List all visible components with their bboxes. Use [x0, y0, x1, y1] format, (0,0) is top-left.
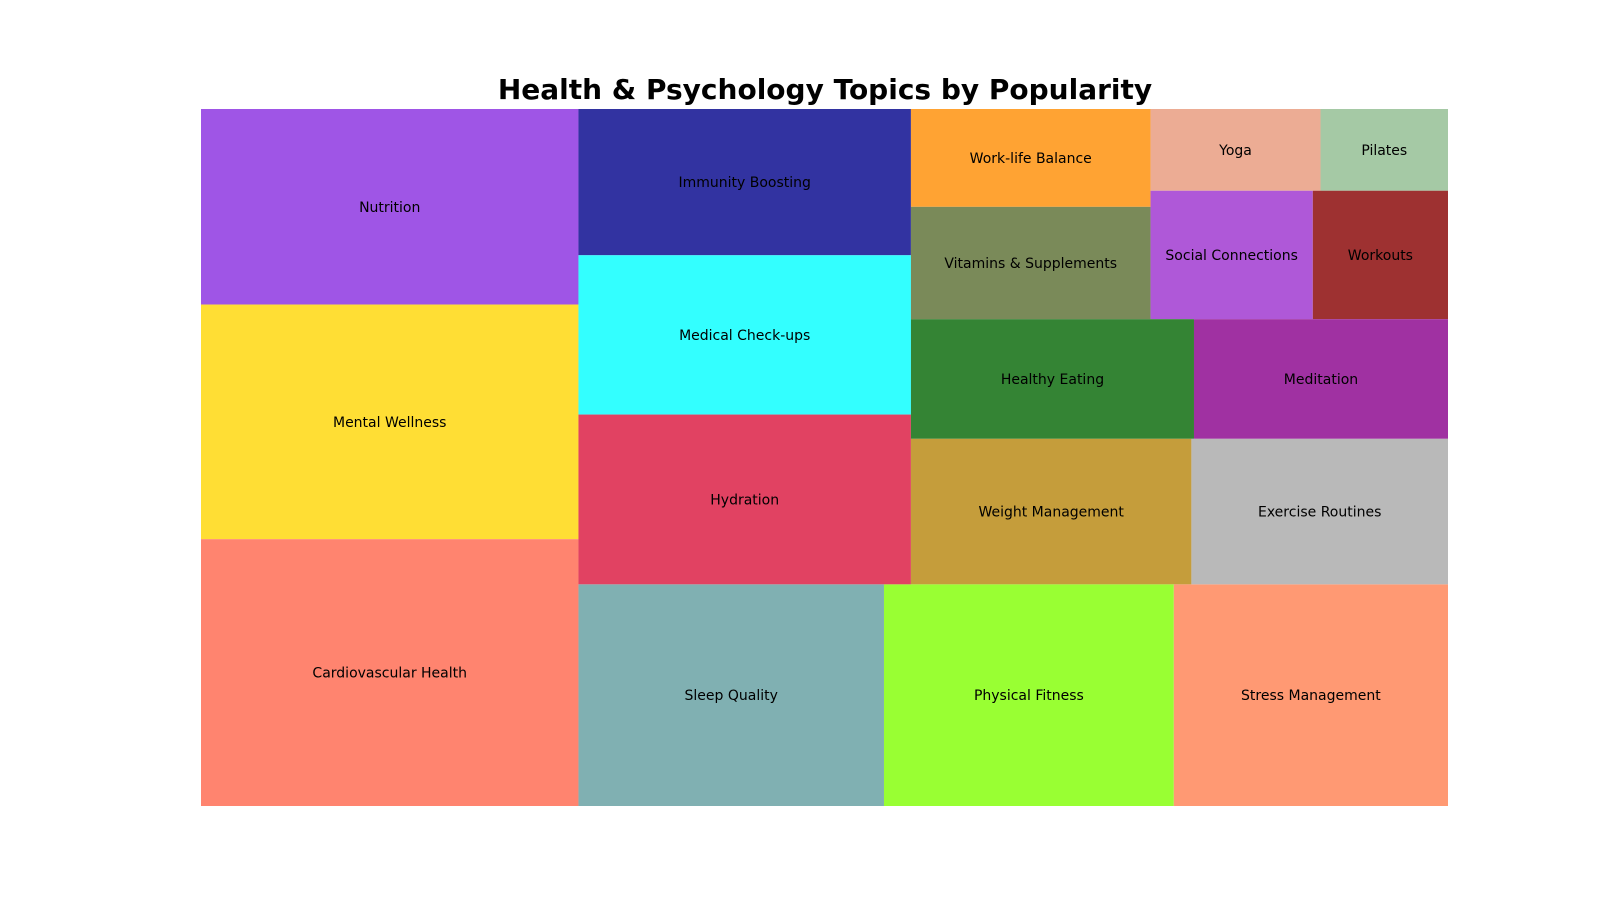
chart-title: Health & Psychology Topics by Popularity: [497, 73, 1153, 106]
tile-rect-exercise-routines: [1191, 438, 1448, 585]
tile-rect-immunity-boosting: [578, 109, 911, 256]
tile-label-social-connections: Social Connections: [1165, 248, 1297, 264]
tile-yoga: Yoga: [1150, 109, 1321, 191]
tile-label-meditation: Meditation: [1284, 372, 1358, 388]
tile-rect-healthy-eating: [910, 319, 1194, 439]
tile-medical-check-ups: Medical Check-ups: [578, 255, 911, 415]
tile-label-physical-fitness: Physical Fitness: [974, 688, 1084, 704]
tile-rect-hydration: [578, 414, 911, 585]
tile-rect-mental-wellness: [201, 304, 579, 540]
tile-rect-sleep-quality: [578, 584, 884, 806]
tile-rect-cardiovascular-health: [201, 539, 579, 806]
tile-rect-medical-check-ups: [578, 255, 911, 415]
tile-rect-work-life-balance: [910, 109, 1151, 207]
tile-nutrition: Nutrition: [201, 109, 579, 305]
tile-workouts: Workouts: [1312, 190, 1448, 320]
tile-cardiovascular-health: Cardiovascular Health: [201, 539, 579, 806]
tile-label-nutrition: Nutrition: [359, 200, 420, 216]
tile-label-pilates: Pilates: [1361, 143, 1407, 159]
tile-label-yoga: Yoga: [1218, 143, 1252, 159]
tile-physical-fitness: Physical Fitness: [883, 584, 1174, 806]
tile-rect-nutrition: [201, 109, 579, 305]
tile-label-vitamins-and-supplements: Vitamins & Supplements: [944, 256, 1117, 272]
tile-mental-wellness: Mental Wellness: [201, 304, 579, 540]
tile-label-cardiovascular-health: Cardiovascular Health: [312, 666, 467, 682]
tile-label-sleep-quality: Sleep Quality: [685, 688, 778, 704]
tile-rect-yoga: [1150, 109, 1321, 191]
tile-stress-management: Stress Management: [1173, 584, 1448, 806]
tile-label-workouts: Workouts: [1348, 248, 1413, 264]
tile-rect-workouts: [1312, 190, 1448, 320]
tile-pilates: Pilates: [1320, 109, 1448, 191]
tile-rect-weight-management: [910, 438, 1192, 585]
tile-label-medical-check-ups: Medical Check-ups: [679, 328, 810, 344]
tile-rect-stress-management: [1173, 584, 1448, 806]
tile-label-exercise-routines: Exercise Routines: [1258, 505, 1381, 521]
tile-rect-social-connections: [1150, 190, 1313, 320]
tile-rect-vitamins-and-supplements: [910, 206, 1151, 320]
tile-healthy-eating: Healthy Eating: [910, 319, 1194, 439]
tile-label-stress-management: Stress Management: [1241, 688, 1381, 704]
tile-hydration: Hydration: [578, 414, 911, 585]
tile-rect-pilates: [1320, 109, 1448, 191]
tile-work-life-balance: Work-life Balance: [910, 109, 1151, 207]
tile-label-hydration: Hydration: [710, 492, 779, 508]
tile-rect-meditation: [1193, 319, 1448, 439]
tile-label-healthy-eating: Healthy Eating: [1001, 372, 1104, 388]
tile-immunity-boosting: Immunity Boosting: [578, 109, 911, 256]
tile-weight-management: Weight Management: [910, 438, 1192, 585]
tile-label-work-life-balance: Work-life Balance: [970, 151, 1092, 167]
tile-meditation: Meditation: [1193, 319, 1448, 439]
tile-label-weight-management: Weight Management: [978, 505, 1124, 521]
tile-label-immunity-boosting: Immunity Boosting: [678, 175, 810, 191]
tile-label-mental-wellness: Mental Wellness: [333, 415, 446, 431]
tile-social-connections: Social Connections: [1150, 190, 1313, 320]
tile-sleep-quality: Sleep Quality: [578, 584, 884, 806]
tile-rect-physical-fitness: [883, 584, 1174, 806]
tile-exercise-routines: Exercise Routines: [1191, 438, 1448, 585]
tile-vitamins-and-supplements: Vitamins & Supplements: [910, 206, 1151, 320]
